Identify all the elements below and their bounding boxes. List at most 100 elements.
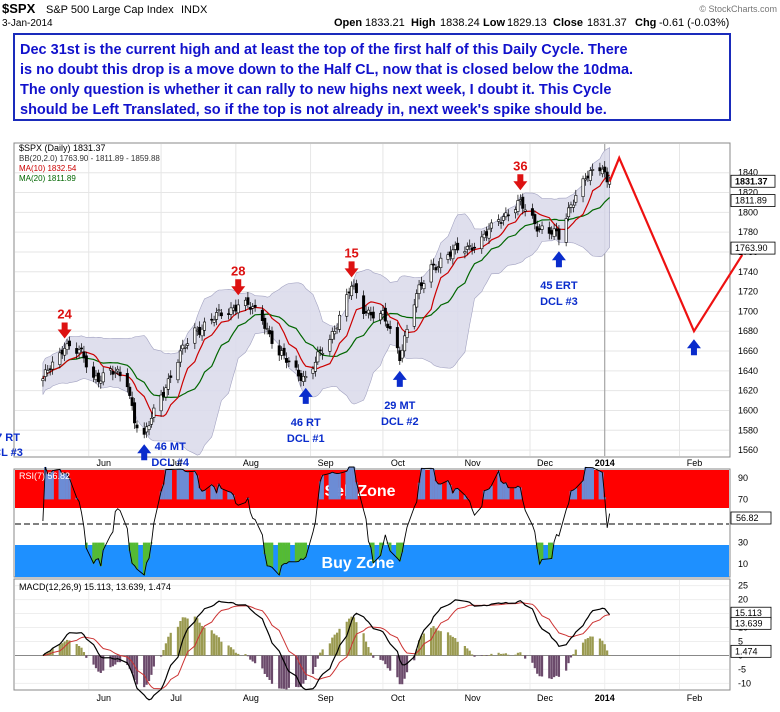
macd-histogram-bar — [186, 618, 189, 656]
macd-tick-label: 25 — [738, 581, 748, 591]
candle-body — [574, 195, 578, 203]
candle-body — [583, 178, 587, 181]
price-tick-label: 1600 — [738, 405, 758, 415]
macd-tick-label: 20 — [738, 595, 748, 605]
macd-histogram-bar — [483, 655, 486, 656]
macd-histogram-bar — [420, 635, 423, 656]
macd-value-tag-text: 15.113 — [735, 608, 762, 618]
note-line-3: The only question is whether it can rall… — [20, 82, 611, 98]
macd-histogram-bar — [133, 655, 136, 681]
macd-x-tick-label: Aug — [243, 693, 259, 703]
candle-body — [321, 352, 325, 355]
price-x-tick-label: 2014 — [595, 458, 615, 468]
macd-legend: MACD(12,26,9) 15.113, 13.639, 1.474 — [19, 582, 171, 592]
candle-body — [417, 284, 421, 294]
macd-x-tick-label: Nov — [465, 693, 482, 703]
blue-cycle-label: DCL #2 — [381, 416, 419, 428]
candle-body — [523, 209, 527, 212]
macd-histogram-bar — [198, 622, 201, 656]
macd-histogram-bar — [152, 655, 155, 667]
price-legend: $SPX (Daily) 1831.37 BB(20,2.0) 1763.90 … — [19, 143, 160, 183]
macd-histogram-bar — [319, 652, 322, 656]
macd-histogram-bar — [369, 652, 372, 656]
macd-histogram-bar — [499, 653, 503, 656]
macd-histogram-bar — [82, 652, 86, 656]
price-value-tag — [730, 241, 776, 255]
candle-body — [113, 372, 117, 374]
note-box: Dec 31st is the current high and at leas… — [13, 33, 731, 121]
candle-body — [362, 295, 366, 314]
macd-histogram-bar — [251, 655, 254, 662]
blue-cycle-label: DCL #3 — [540, 296, 578, 308]
candle-body — [598, 167, 602, 172]
price-tick-label: 1640 — [738, 366, 758, 376]
ohlc-low-label: Low — [483, 17, 505, 29]
candle-body — [446, 254, 450, 260]
macd-histogram-bar — [553, 655, 556, 678]
macd-histogram-bar — [184, 617, 187, 656]
candle-body — [533, 214, 537, 225]
macd-value-tag — [730, 616, 772, 630]
candle-body — [586, 175, 590, 179]
candle-body — [335, 327, 339, 330]
candle-body — [202, 321, 206, 331]
macd-histogram-bar — [548, 655, 551, 679]
ohlc-high-label: High — [411, 17, 436, 29]
ma20-line — [42, 197, 611, 399]
rsi-value-tag — [730, 511, 772, 525]
macd-histogram-bar — [278, 655, 281, 689]
macd-histogram-bar — [244, 654, 247, 656]
candle-body — [473, 246, 477, 249]
macd-histogram-bar — [572, 654, 575, 656]
macd-histogram-bar — [193, 616, 196, 656]
rsi-legend: RSI(7) 56.82 — [19, 471, 70, 481]
candle-body — [345, 294, 349, 317]
symbol-name: S&P 500 Large Cap Index — [46, 4, 174, 16]
macd-histogram-bar — [179, 620, 182, 656]
candle-body — [535, 226, 539, 232]
macd-histogram-bar — [80, 647, 83, 656]
red-cycle-arrow — [513, 174, 528, 191]
blue-cycle-label: DCL #1 — [287, 433, 325, 445]
candle-body — [58, 352, 62, 365]
candle-body — [518, 199, 522, 202]
candle-body — [229, 307, 233, 315]
macd-histogram-bar — [536, 655, 539, 674]
macd-histogram-bar — [574, 649, 577, 656]
candle-body — [284, 358, 288, 363]
macd-histogram-bar — [304, 655, 307, 680]
macd-histogram-bar — [550, 655, 553, 680]
price-tick-label: 1720 — [738, 287, 758, 297]
watermark: © StockCharts.com — [699, 4, 777, 14]
macd-histogram-bar — [328, 643, 331, 656]
candle-body — [248, 307, 252, 310]
macd-histogram-bar — [401, 655, 404, 685]
candle-body — [395, 327, 399, 349]
candle-body — [142, 428, 146, 435]
blue-cycle-label: 29 MT — [384, 400, 415, 412]
macd-histogram-bar — [99, 655, 102, 673]
macd-histogram-bar — [229, 647, 233, 656]
macd-histogram-bar — [162, 650, 165, 656]
macd-histogram-bar — [46, 651, 49, 656]
candle-body — [516, 200, 520, 212]
candle-body — [234, 304, 238, 312]
candle-body — [116, 368, 120, 372]
macd-histogram-bar — [480, 655, 483, 656]
macd-x-tick-label: Oct — [391, 693, 406, 703]
candle-body — [217, 309, 221, 312]
candle-body — [178, 350, 182, 363]
candle-body — [369, 311, 373, 316]
macd-histogram-bar — [338, 628, 341, 656]
macd-x-tick-label: Feb — [687, 693, 703, 703]
candle-body — [383, 307, 387, 322]
candle-body — [152, 407, 156, 418]
exchange-label: INDX — [181, 4, 208, 16]
macd-histogram-bar — [169, 632, 172, 656]
macd-histogram-bar — [384, 655, 387, 665]
macd-histogram-bar — [584, 639, 587, 656]
macd-histogram-bar — [210, 630, 213, 656]
price-x-tick-label: Nov — [465, 458, 482, 468]
candle-body — [364, 311, 368, 314]
macd-histogram-bar — [111, 655, 114, 667]
